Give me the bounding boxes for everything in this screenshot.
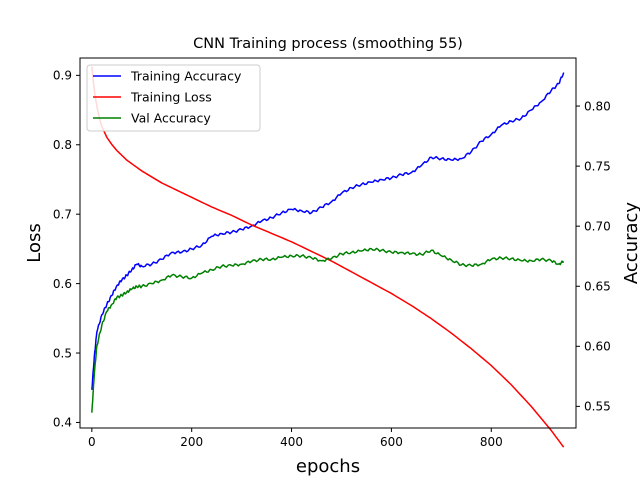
y-right-tick-label: 0.65 (584, 280, 611, 294)
y-left-axis-label: Loss (24, 223, 45, 262)
y-left-tick-label: 0.6 (53, 277, 72, 291)
y-left-tick-label: 0.7 (53, 207, 72, 221)
x-tick-label: 600 (380, 435, 403, 449)
x-tick-label: 800 (480, 435, 503, 449)
legend: Training Accuracy Training Loss Val Accu… (86, 64, 261, 132)
y-left-axis-ticks: 0.4 0.5 0.6 0.7 0.8 0.9 (53, 69, 80, 430)
x-tick-label: 200 (180, 435, 203, 449)
y-left-tick-label: 0.8 (53, 138, 72, 152)
y-right-tick-label: 0.75 (584, 159, 611, 173)
x-axis-ticks: 0 200 400 600 800 (88, 428, 503, 449)
y-right-axis-label: Accuracy (621, 202, 640, 285)
legend-label-training-loss: Training Loss (130, 90, 212, 105)
series-line-training-loss (91, 66, 565, 448)
y-left-tick-label: 0.9 (53, 69, 72, 83)
series-line-training-accuracy (91, 72, 565, 390)
series-layer (91, 66, 565, 448)
y-right-tick-label: 0.55 (584, 400, 611, 414)
legend-label-val-accuracy: Val Accuracy (131, 111, 211, 126)
y-left-tick-label: 0.5 (53, 346, 72, 360)
legend-box (86, 64, 261, 132)
y-right-tick-label: 0.60 (584, 340, 611, 354)
y-right-tick-label: 0.80 (584, 99, 611, 113)
y-right-axis-ticks: 0.55 0.60 0.65 0.70 0.75 0.80 (576, 99, 611, 414)
x-tick-label: 0 (88, 435, 96, 449)
series-line-val-accuracy (91, 247, 565, 413)
x-axis-label: epochs (296, 456, 360, 477)
legend-label-training-accuracy: Training Accuracy (130, 69, 242, 84)
y-right-tick-label: 0.70 (584, 219, 611, 233)
x-tick-label: 400 (280, 435, 303, 449)
chart-title: CNN Training process (smoothing 55) (193, 36, 463, 52)
y-left-tick-label: 0.4 (53, 416, 72, 430)
plot-frame (79, 57, 577, 429)
